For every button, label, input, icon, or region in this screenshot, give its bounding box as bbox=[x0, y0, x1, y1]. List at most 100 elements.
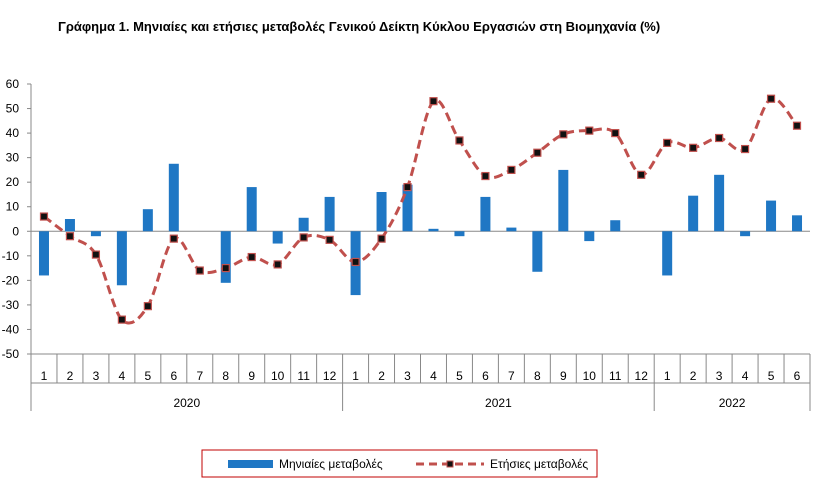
annual-change-marker bbox=[792, 121, 802, 130]
bar-monthly bbox=[532, 231, 543, 272]
x-tick-label: 2 bbox=[67, 369, 74, 383]
y-tick-label: 0 bbox=[12, 224, 19, 238]
x-tick-label: 11 bbox=[297, 369, 310, 383]
x-tick-label: 6 bbox=[482, 369, 489, 383]
annual-change-marker bbox=[766, 94, 776, 103]
bar-monthly bbox=[558, 169, 569, 232]
bar-monthly bbox=[714, 174, 725, 232]
y-tick-label: -40 bbox=[2, 322, 20, 336]
x-tick-label: 5 bbox=[768, 369, 775, 383]
legend-swatch-marker bbox=[446, 460, 454, 468]
x-tick-label: 6 bbox=[794, 369, 801, 383]
annual-change-marker bbox=[481, 171, 490, 181]
x-tick-label: 4 bbox=[119, 369, 126, 383]
x-tick-label: 3 bbox=[93, 369, 100, 383]
x-tick-label: 7 bbox=[196, 369, 203, 383]
bar-monthly bbox=[220, 231, 231, 283]
annual-change-marker bbox=[91, 250, 101, 259]
x-tick-label: 7 bbox=[508, 369, 515, 383]
annual-change-marker bbox=[143, 302, 152, 311]
x-tick-label: 3 bbox=[404, 369, 411, 383]
bar-monthly bbox=[480, 196, 491, 232]
bar-monthly bbox=[376, 192, 387, 232]
annual-change-line bbox=[43, 97, 799, 325]
legend-swatch-bars bbox=[228, 460, 273, 468]
axes-layer: -50 -40 -30 -20 -10 0 10 20 30 40 50 60 bbox=[2, 77, 810, 361]
annual-change-marker bbox=[611, 128, 620, 138]
x-tick-label: 8 bbox=[222, 369, 229, 383]
x-tick-label: 1 bbox=[664, 369, 671, 383]
annual-change-marker bbox=[221, 263, 230, 273]
y-tick-label: 30 bbox=[6, 151, 20, 165]
annual-change-marker bbox=[689, 143, 698, 152]
annual-change-marker bbox=[559, 130, 568, 139]
annual-change-marker bbox=[195, 266, 204, 275]
bar-monthly bbox=[168, 163, 179, 232]
annual-change-marker bbox=[39, 212, 49, 221]
x-tick-label: 2 bbox=[378, 369, 385, 383]
bar-monthly bbox=[116, 231, 127, 286]
annual-change-marker bbox=[455, 136, 464, 145]
legend-label-bars: Μηνιαίες μεταβολές bbox=[279, 457, 383, 471]
annual-change-marker bbox=[429, 97, 438, 106]
y-tick-label: 20 bbox=[6, 175, 20, 189]
bar-monthly bbox=[64, 219, 75, 232]
bar-monthly bbox=[662, 231, 673, 276]
chart-title: Γράφημα 1. Μηνιαίες και ετήσιες μεταβολέ… bbox=[58, 19, 661, 34]
annual-change-marker bbox=[715, 133, 724, 143]
annual-change-marker bbox=[740, 144, 750, 154]
x-tick-label: 10 bbox=[583, 369, 597, 383]
annual-change-marker bbox=[299, 233, 308, 242]
x-axis: 1 2 3 4 5 6 7 8 9 10 11 12 1 2 3 4 5 6 7 8 9 10 11 12 1 2 3 4 5 62020… bbox=[30, 353, 811, 411]
annual-change-marker bbox=[533, 148, 542, 157]
bar-monthly bbox=[428, 228, 439, 232]
bar-monthly bbox=[610, 220, 621, 232]
legend: Μηνιαίες μεταβολές Ετήσιες μεταβολές bbox=[201, 449, 598, 478]
y-tick-label: 50 bbox=[6, 102, 20, 116]
x-tick-label: 2 bbox=[690, 369, 697, 383]
bar-monthly bbox=[454, 231, 465, 237]
legend-label-line: Ετήσιες μεταβολές bbox=[490, 457, 588, 471]
y-tick-label: 60 bbox=[6, 77, 20, 91]
bar-monthly bbox=[688, 195, 699, 232]
y-tick-label: 10 bbox=[6, 200, 20, 214]
annual-change-marker bbox=[351, 257, 360, 267]
x-tick-label: 12 bbox=[635, 369, 649, 383]
annual-change-marker bbox=[117, 315, 126, 324]
bars-layer bbox=[38, 163, 803, 296]
annual-change-marker bbox=[325, 235, 334, 244]
x-tick-label: 4 bbox=[742, 369, 749, 383]
year-label: 2022 bbox=[719, 396, 746, 410]
year-label: 2021 bbox=[485, 396, 512, 410]
bar-monthly bbox=[584, 231, 595, 242]
x-tick-label: 9 bbox=[560, 369, 567, 383]
line-layer bbox=[39, 94, 802, 325]
x-tick-label: 6 bbox=[170, 369, 177, 383]
bar-monthly bbox=[324, 196, 335, 232]
x-tick-label: 12 bbox=[323, 369, 337, 383]
annual-change-marker bbox=[169, 234, 178, 243]
bar-monthly bbox=[298, 217, 309, 232]
x-tick-label: 5 bbox=[145, 369, 152, 383]
annual-change-marker bbox=[637, 170, 646, 179]
bar-monthly bbox=[142, 209, 153, 232]
annual-change-marker bbox=[403, 182, 412, 192]
y-tick-label: -10 bbox=[2, 249, 20, 263]
bar-monthly bbox=[90, 231, 101, 237]
annual-change-marker bbox=[507, 165, 516, 175]
bar-monthly bbox=[792, 215, 803, 232]
x-tick-label: 8 bbox=[534, 369, 541, 383]
annual-change-marker bbox=[65, 232, 75, 241]
bar-monthly bbox=[38, 231, 49, 276]
x-tick-label: 3 bbox=[716, 369, 723, 383]
x-tick-label: 11 bbox=[609, 369, 622, 383]
x-tick-label: 10 bbox=[271, 369, 285, 383]
x-tick-label: 1 bbox=[352, 369, 359, 383]
bar-monthly bbox=[272, 231, 283, 244]
bar-monthly bbox=[246, 187, 257, 232]
annual-change-marker bbox=[377, 234, 386, 243]
annual-change-marker bbox=[585, 126, 594, 135]
annual-change-marker bbox=[663, 138, 672, 148]
x-tick-label: 4 bbox=[430, 369, 437, 383]
